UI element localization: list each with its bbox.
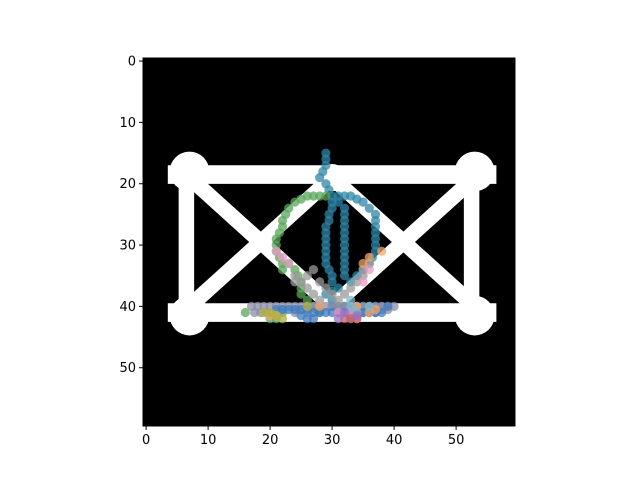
scatter-point (296, 277, 306, 287)
scatter-point (333, 197, 343, 207)
x-tick-label: 20 (262, 433, 279, 448)
scatter-point (383, 301, 393, 311)
scatter-point (364, 252, 374, 262)
y-tick-label: 10 (119, 116, 136, 131)
scatter-point (358, 197, 368, 207)
scatter-point (315, 277, 325, 287)
scatter-point (346, 283, 356, 293)
x-tick-label: 0 (142, 433, 150, 448)
scatter-point (277, 252, 288, 262)
y-tick-label: 30 (119, 239, 136, 254)
scatter-point (339, 271, 350, 281)
y-tick-label: 50 (119, 361, 136, 376)
axes: 0 10 20 30 40 50 0 10 20 30 40 50 (119, 55, 516, 448)
scatter-point (377, 246, 387, 256)
scatter-point (339, 289, 350, 299)
scatter-point (346, 301, 356, 311)
scatter-series (290, 258, 374, 305)
scatter-series (259, 301, 312, 324)
y-axis: 0 10 20 30 40 50 (119, 55, 143, 376)
y-tick-label: 20 (119, 177, 136, 192)
image-truss-node (169, 151, 210, 192)
y-tick-label: 40 (119, 300, 136, 315)
scatter-point (333, 314, 343, 324)
scatter-point (284, 258, 294, 269)
scatter-point (284, 203, 294, 213)
scatter-point (315, 301, 325, 311)
scatter-point (321, 191, 331, 201)
scatter-point (352, 311, 362, 321)
scatter-point (302, 301, 312, 311)
x-tick-label: 40 (386, 433, 403, 448)
scatter-point (302, 271, 312, 281)
scatter-point (308, 314, 319, 324)
scatter-point (339, 307, 350, 318)
scatter-point (277, 314, 288, 324)
scatter-point (271, 246, 281, 256)
scatter-point (302, 283, 312, 293)
scatter-point (321, 283, 331, 293)
x-axis: 0 10 20 30 40 50 (142, 426, 464, 448)
scatter-point (364, 203, 374, 213)
scatter-point (333, 295, 343, 305)
image-truss-node (454, 295, 495, 336)
axes-frame (142, 57, 516, 427)
x-tick-label: 50 (448, 433, 465, 448)
scatter-point (308, 289, 319, 299)
scatter-series (333, 307, 362, 324)
scatter-point (296, 289, 306, 299)
y-tick-label: 0 (128, 55, 136, 70)
scatter-point (358, 258, 368, 269)
scatter-point (327, 289, 337, 299)
x-tick-label: 30 (324, 433, 341, 448)
image-truss-node (169, 295, 210, 336)
scatter-point (240, 307, 250, 318)
scatter-point (315, 173, 325, 183)
scatter-point (364, 265, 374, 275)
scatter-layer (240, 148, 399, 324)
scatter-point (308, 265, 319, 275)
image-truss-node (454, 151, 495, 192)
x-tick-label: 10 (200, 433, 217, 448)
scatter-point (364, 301, 374, 311)
scatter-point (358, 277, 368, 287)
